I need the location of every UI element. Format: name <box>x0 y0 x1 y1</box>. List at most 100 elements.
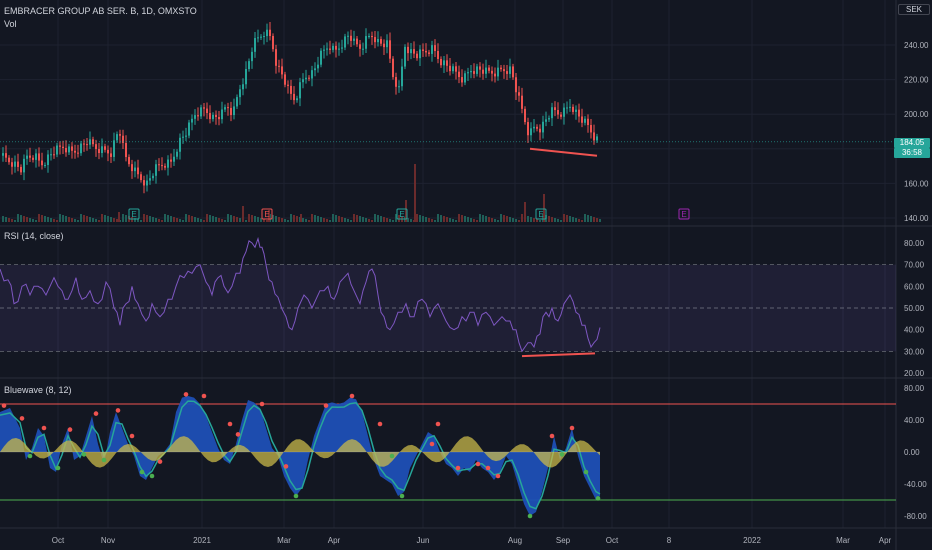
countdown-tag: 36:58 <box>894 148 930 158</box>
candle-body <box>5 153 7 158</box>
candle-body <box>113 140 115 157</box>
candle-body <box>164 165 166 168</box>
bluewave-tick-label: -40.00 <box>904 480 927 489</box>
candle-body <box>290 85 292 94</box>
bluewave-signal-dot <box>293 493 299 499</box>
candle-body <box>170 159 172 162</box>
volume-bar <box>92 218 94 222</box>
volume-bar <box>431 219 433 222</box>
volume-bar <box>140 220 142 222</box>
volume-bar <box>20 215 22 222</box>
candle-body <box>77 152 79 154</box>
volume-bar <box>152 217 154 222</box>
bluewave-tick-label: -80.00 <box>904 512 927 521</box>
candle-body <box>20 166 22 173</box>
candle-body <box>176 151 178 157</box>
volume-bar <box>293 215 295 222</box>
volume-bar <box>302 218 304 222</box>
candle-body <box>203 107 205 109</box>
volume-bar <box>405 200 407 222</box>
candle-body <box>23 158 25 173</box>
currency-badge[interactable]: SEK <box>898 4 930 15</box>
volume-bar <box>443 216 445 222</box>
volume-bar <box>77 220 79 222</box>
volume-bar <box>110 217 112 222</box>
earnings-marker[interactable]: E <box>535 208 547 220</box>
candle-body <box>275 49 277 66</box>
candle-body <box>455 66 457 72</box>
candle-body <box>32 157 34 160</box>
candle-body <box>569 106 571 108</box>
bluewave-signal-dot <box>19 416 25 421</box>
earnings-marker[interactable]: E <box>396 208 408 220</box>
volume-bar <box>65 216 67 222</box>
earnings-marker[interactable]: E <box>128 208 140 220</box>
candle-body <box>257 37 259 39</box>
volume-bar <box>32 219 34 222</box>
bluewave-histogram <box>0 436 600 468</box>
volume-bar <box>74 219 76 222</box>
candle-body <box>71 146 73 151</box>
volume-bar <box>371 220 373 222</box>
candle-body <box>65 148 67 153</box>
volume-bar <box>203 220 205 222</box>
rsi-title[interactable]: RSI (14, close) <box>4 231 64 241</box>
volume-bar <box>323 218 325 222</box>
candle-body <box>320 50 322 65</box>
candle-body <box>500 67 502 70</box>
volume-bar <box>23 216 25 222</box>
candle-body <box>185 135 187 137</box>
volume-bar <box>53 219 55 222</box>
candle-body <box>110 153 112 157</box>
volume-bar <box>311 214 313 222</box>
candle-body <box>182 136 184 138</box>
earnings-marker[interactable]: E <box>678 208 690 220</box>
candle-body <box>191 118 193 123</box>
candle-body <box>503 69 505 72</box>
volume-bar <box>290 214 292 222</box>
earnings-marker-box <box>396 208 408 220</box>
volume-bar <box>419 215 421 222</box>
volume-bar <box>218 218 220 222</box>
rsi-tick-label: 40.00 <box>904 326 925 335</box>
price-trend-line[interactable] <box>529 147 598 157</box>
bluewave-signal-dot <box>27 453 33 459</box>
candle-body <box>338 48 340 50</box>
candle-body <box>572 106 574 112</box>
candle-body <box>413 49 415 54</box>
volume-bar <box>476 220 478 222</box>
rsi-trend-line[interactable] <box>521 352 596 358</box>
x-axis-label: Oct <box>52 536 65 545</box>
candle-body <box>254 38 256 52</box>
x-axis-label: 2022 <box>743 536 761 545</box>
volume-bar <box>539 220 541 222</box>
earnings-marker[interactable]: E <box>261 208 273 220</box>
bluewave-title[interactable]: Bluewave (8, 12) <box>4 385 72 395</box>
candle-body <box>548 118 550 120</box>
volume-bar <box>230 215 232 222</box>
volume-bar <box>581 220 583 222</box>
volume-bar <box>107 216 109 222</box>
volume-bar <box>473 219 475 222</box>
candle-body <box>509 66 511 74</box>
volume-bar <box>410 219 412 222</box>
candle-body <box>74 150 76 153</box>
bluewave-pane[interactable] <box>0 392 896 519</box>
candle-body <box>38 153 40 161</box>
candle-body <box>554 107 556 111</box>
candle-body <box>437 50 439 59</box>
bluewave-signal-dot <box>129 433 135 439</box>
candle-body <box>125 142 127 158</box>
candle-body <box>134 167 136 172</box>
candle-body <box>131 164 133 172</box>
symbol-title[interactable]: EMBRACER GROUP AB SER. B, 1D, OMXSTO <box>4 6 197 16</box>
candle-body <box>284 74 286 85</box>
volume-bar <box>268 210 270 222</box>
candle-body <box>560 114 562 117</box>
bluewave-signal-dot <box>389 453 395 459</box>
rsi-pane[interactable] <box>0 236 896 358</box>
candle-body <box>374 37 376 43</box>
